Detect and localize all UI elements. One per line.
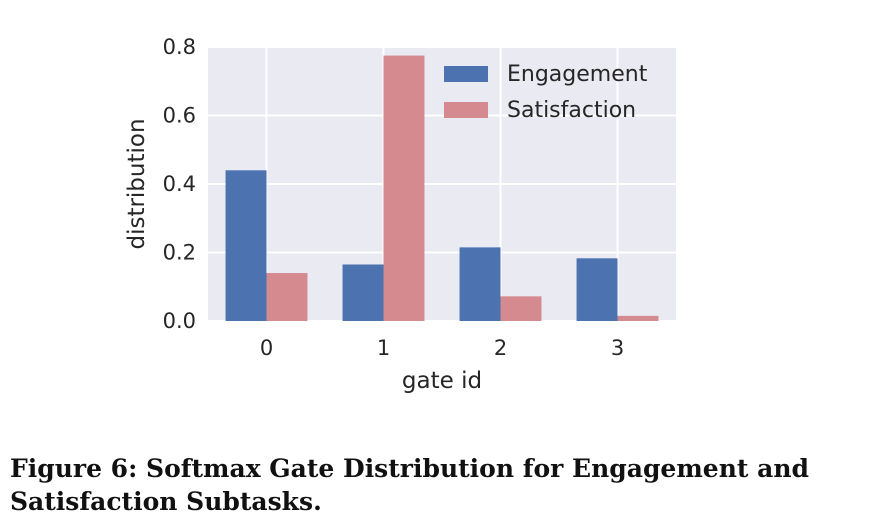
x-tick-label: 1 [377,336,390,360]
y-tick-label: 0.6 [163,104,196,128]
bar-engagement-2 [459,247,501,321]
bar-engagement-3 [576,258,618,321]
legend-label-engagement: Engagement [507,62,648,87]
legend-swatch-satisfaction [444,102,488,118]
bar-satisfaction-1 [383,55,425,321]
y-tick-label: 0.8 [163,35,196,59]
legend: Engagement Satisfaction [444,62,648,123]
bar-satisfaction-3 [617,315,659,321]
legend-swatch-engagement [444,66,488,82]
legend-label-satisfaction: Satisfaction [507,98,636,123]
x-tick-label: 3 [611,336,624,360]
y-tick-label: 0.0 [163,309,196,333]
x-tick-label: 2 [494,336,507,360]
bar-satisfaction-0 [266,273,308,321]
bar-engagement-0 [225,170,267,321]
y-tick-label: 0.4 [163,172,196,196]
x-axis-label: gate id [402,368,482,394]
x-tick-label: 0 [260,336,273,360]
figure-caption: Figure 6: Softmax Gate Distribution for … [10,454,809,516]
y-axis-label: distribution [124,118,150,249]
y-tick-labels: 0.0 0.2 0.4 0.6 0.8 [163,35,196,333]
y-tick-label: 0.2 [163,241,196,265]
x-tick-labels: 0 1 2 3 [260,336,624,360]
bar-satisfaction-2 [500,296,542,321]
bar-engagement-1 [342,264,384,321]
bars [225,55,659,321]
bar-chart: 0.0 0.2 0.4 0.6 0.8 0 1 2 3 gate id distributio… [124,35,676,394]
